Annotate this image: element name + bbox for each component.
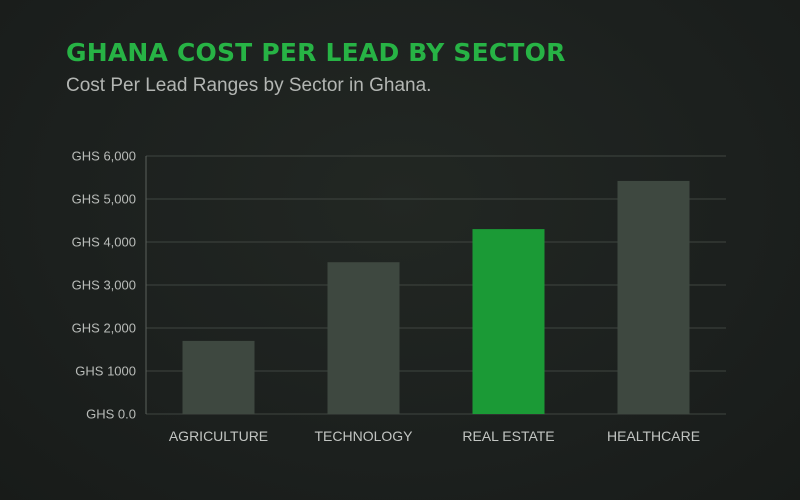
chart-subtitle: Cost Per Lead Ranges by Sector in Ghana. (66, 75, 432, 96)
y-tick-label: GHS 6,000 (72, 149, 136, 164)
y-tick-label: GHS 2,000 (72, 321, 136, 336)
y-tick-label: GHS 3,000 (72, 278, 136, 293)
y-tick-label: GHS 5,000 (72, 192, 136, 207)
y-tick-label: GHS 1000 (75, 364, 136, 379)
x-category-label: HEALTHCARE (607, 428, 700, 444)
bar-healthcare (617, 180, 690, 414)
x-axis-category-labels: AGRICULTURE TECHNOLOGY REAL ESTATE HEALTHCA… (169, 428, 700, 444)
chart-title: GHANA COST PER LEAD BY SECTOR (66, 38, 566, 67)
bar-technology (327, 262, 400, 414)
bar-real-estate (472, 229, 545, 414)
y-tick-label: GHS 4,000 (72, 235, 136, 250)
bars (182, 180, 690, 414)
y-tick-label: GHS 0.0 (86, 407, 136, 422)
x-category-label: TECHNOLOGY (314, 428, 413, 444)
bar-agriculture (182, 340, 255, 414)
x-category-label: AGRICULTURE (169, 428, 268, 444)
y-axis-tick-labels: GHS 0.0 GHS 1000 GHS 2,000 GHS 3,000 GHS 4,0… (72, 149, 136, 422)
x-category-label: REAL ESTATE (462, 428, 554, 444)
